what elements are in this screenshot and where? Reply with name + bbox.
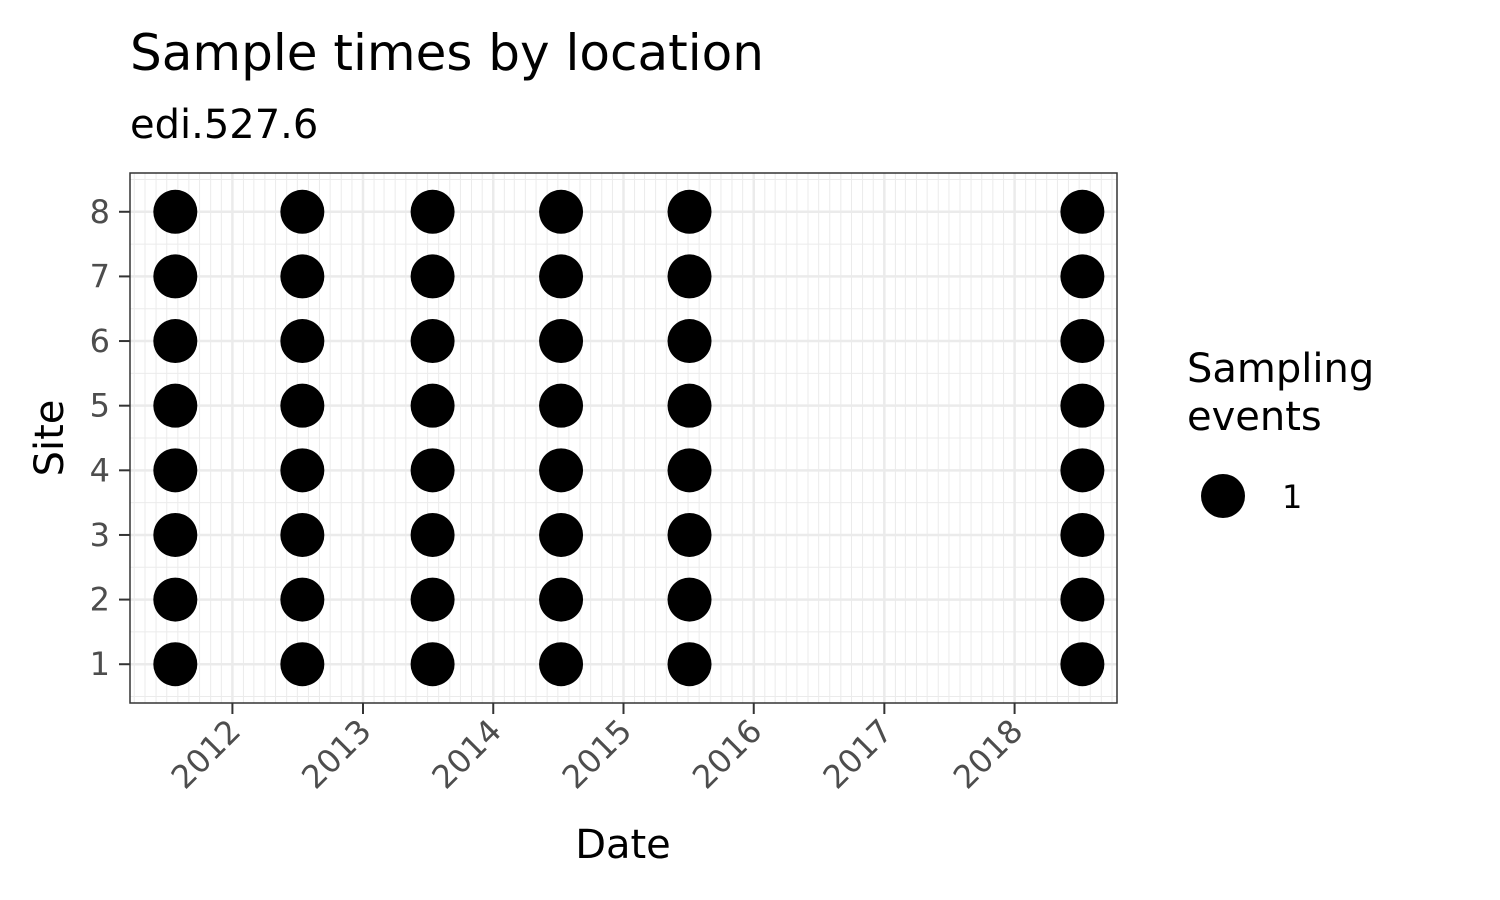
y-tick-label: 1 (90, 645, 110, 683)
chart-title: Sample times by location (130, 24, 764, 82)
sample-point (539, 642, 584, 687)
sample-point (1060, 189, 1105, 234)
sample-point (410, 189, 455, 234)
legend-title-line-1: Sampling (1187, 346, 1374, 392)
y-tick-label: 2 (90, 581, 110, 619)
sample-point (667, 189, 712, 234)
sample-point (153, 383, 198, 428)
legend: Sampling events 1 (1187, 346, 1374, 518)
sample-point (1060, 512, 1105, 557)
sample-point (280, 512, 325, 557)
sample-point (280, 189, 325, 234)
y-axis: 1 2 3 4 5 6 7 8 (90, 193, 130, 683)
data-points (153, 189, 1105, 687)
x-axis: 2012 2013 2014 2015 2016 2017 2018 (164, 703, 1030, 796)
sample-point (410, 254, 455, 299)
x-tick-label: 2012 (164, 712, 248, 796)
sample-point (410, 577, 455, 622)
sample-point (539, 189, 584, 234)
y-tick-label: 4 (90, 451, 110, 489)
x-tick-label: 2015 (555, 712, 639, 796)
sample-point (667, 319, 712, 364)
sample-point (280, 577, 325, 622)
y-tick-label: 8 (90, 193, 110, 231)
sample-point (280, 319, 325, 364)
sample-point (1060, 319, 1105, 364)
sample-point (667, 448, 712, 493)
x-tick-label: 2018 (946, 712, 1030, 796)
sample-point (667, 254, 712, 299)
y-axis-title: Site (27, 400, 73, 477)
sample-point (153, 577, 198, 622)
sample-point (153, 254, 198, 299)
sample-point (153, 189, 198, 234)
sample-point (1060, 254, 1105, 299)
x-tick-label: 2014 (424, 712, 508, 796)
sample-point (667, 383, 712, 428)
sample-point (539, 319, 584, 364)
sample-point (1060, 448, 1105, 493)
sample-point (280, 448, 325, 493)
sample-point (153, 319, 198, 364)
legend-entry-label: 1 (1282, 478, 1302, 516)
sample-point (539, 383, 584, 428)
legend-title-line-2: events (1187, 394, 1322, 440)
sample-point (280, 383, 325, 428)
sample-point (1060, 642, 1105, 687)
sample-point (153, 512, 198, 557)
sample-point (667, 642, 712, 687)
sample-point (667, 512, 712, 557)
sample-point (153, 448, 198, 493)
sample-point (1060, 577, 1105, 622)
sample-point (1060, 383, 1105, 428)
y-tick-label: 5 (90, 387, 110, 425)
sample-point (410, 383, 455, 428)
y-tick-label: 6 (90, 322, 110, 360)
sample-point (667, 577, 712, 622)
sample-point (539, 448, 584, 493)
sample-point (539, 577, 584, 622)
sample-point (280, 254, 325, 299)
sample-point (539, 254, 584, 299)
x-axis-title: Date (575, 822, 671, 868)
y-tick-label: 3 (90, 516, 110, 554)
sample-point (410, 642, 455, 687)
y-tick-label: 7 (90, 257, 110, 295)
sample-point (153, 642, 198, 687)
sample-point (539, 512, 584, 557)
chart-subtitle: edi.527.6 (130, 102, 318, 148)
sample-point (410, 512, 455, 557)
sample-point (410, 448, 455, 493)
x-tick-label: 2017 (816, 712, 900, 796)
sample-point (410, 319, 455, 364)
x-tick-label: 2013 (294, 712, 378, 796)
x-tick-label: 2016 (685, 712, 769, 796)
sample-point (280, 642, 325, 687)
legend-key-point (1201, 474, 1245, 518)
